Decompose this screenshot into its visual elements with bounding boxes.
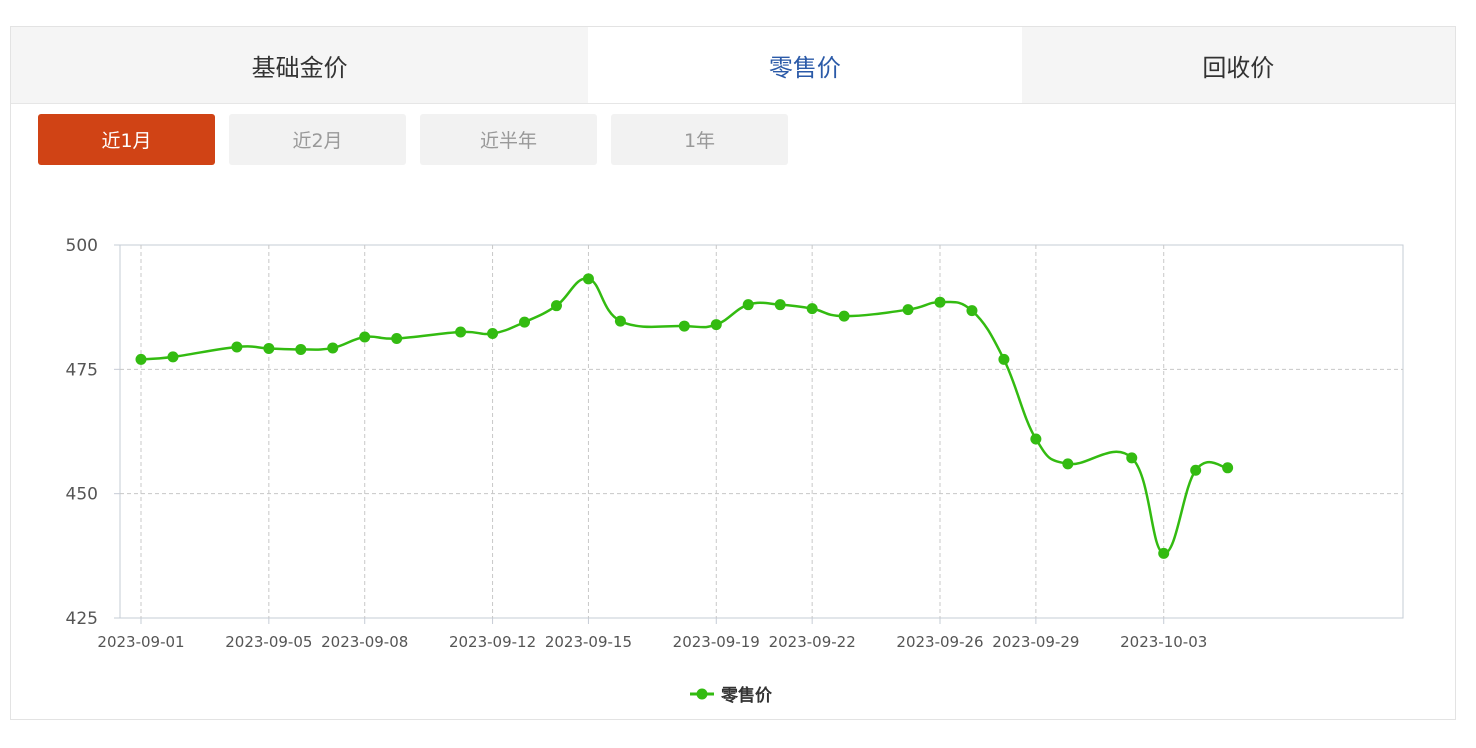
y-tick-label: 450: [66, 485, 98, 505]
tab-recycle-price[interactable]: 回收价: [1021, 27, 1456, 103]
data-point: [966, 305, 978, 317]
range-2-month-button[interactable]: 近2月: [229, 114, 406, 165]
data-point: [678, 320, 690, 332]
series-line: [140, 277, 1228, 555]
data-point: [295, 343, 307, 355]
data-point: [455, 326, 467, 338]
price-type-tabs: 基础金价 零售价 回收价: [11, 27, 1456, 104]
data-point: [998, 353, 1010, 365]
data-point: [327, 342, 339, 354]
data-point: [231, 341, 243, 353]
x-tick-label: 2023-09-19: [673, 633, 760, 651]
data-point: [806, 303, 818, 315]
legend-marker-icon: [696, 688, 708, 700]
range-1-month-button[interactable]: 近1月: [38, 114, 215, 165]
data-point: [1158, 547, 1170, 559]
range-1-year-button[interactable]: 1年: [611, 114, 788, 165]
x-tick-label: 2023-09-26: [896, 633, 983, 651]
plot-area-frame: [119, 244, 1404, 619]
x-tick-label: 2023-09-15: [545, 633, 632, 651]
data-point: [135, 353, 147, 365]
data-point: [487, 328, 499, 340]
data-point: [934, 296, 946, 308]
data-point: [1126, 452, 1138, 464]
x-tick-label: 2023-09-22: [769, 633, 856, 651]
data-point: [582, 273, 594, 285]
x-tick-label: 2023-09-29: [992, 633, 1079, 651]
data-point: [519, 316, 531, 328]
data-point: [1030, 433, 1042, 445]
x-tick-label: 2023-09-05: [225, 633, 312, 651]
tab-base-gold-price[interactable]: 基础金价: [11, 27, 589, 103]
x-tick-label: 2023-09-08: [321, 633, 408, 651]
data-point: [359, 331, 371, 343]
data-point: [710, 319, 722, 331]
data-point: [614, 315, 626, 327]
data-point: [1062, 458, 1074, 470]
data-point: [550, 300, 562, 312]
data-point: [838, 310, 850, 322]
data-point: [1222, 462, 1234, 474]
data-point: [774, 299, 786, 311]
y-tick-label: 475: [66, 360, 98, 380]
data-point: [391, 332, 403, 344]
y-tick-label: 500: [66, 236, 98, 256]
data-point: [263, 342, 275, 354]
data-point: [1190, 464, 1202, 476]
x-tick-label: 2023-09-01: [97, 633, 184, 651]
x-tick-label: 2023-10-03: [1120, 633, 1207, 651]
y-tick-label: 425: [66, 609, 98, 629]
data-point: [742, 299, 754, 311]
tab-retail-price[interactable]: 零售价: [588, 27, 1022, 103]
range-half-year-button[interactable]: 近半年: [420, 114, 597, 165]
data-point: [902, 304, 914, 316]
legend-label: 零售价: [720, 685, 773, 706]
x-tick-label: 2023-09-12: [449, 633, 536, 651]
data-point: [167, 351, 179, 363]
